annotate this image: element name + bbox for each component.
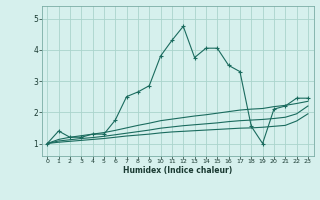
X-axis label: Humidex (Indice chaleur): Humidex (Indice chaleur) [123, 166, 232, 175]
